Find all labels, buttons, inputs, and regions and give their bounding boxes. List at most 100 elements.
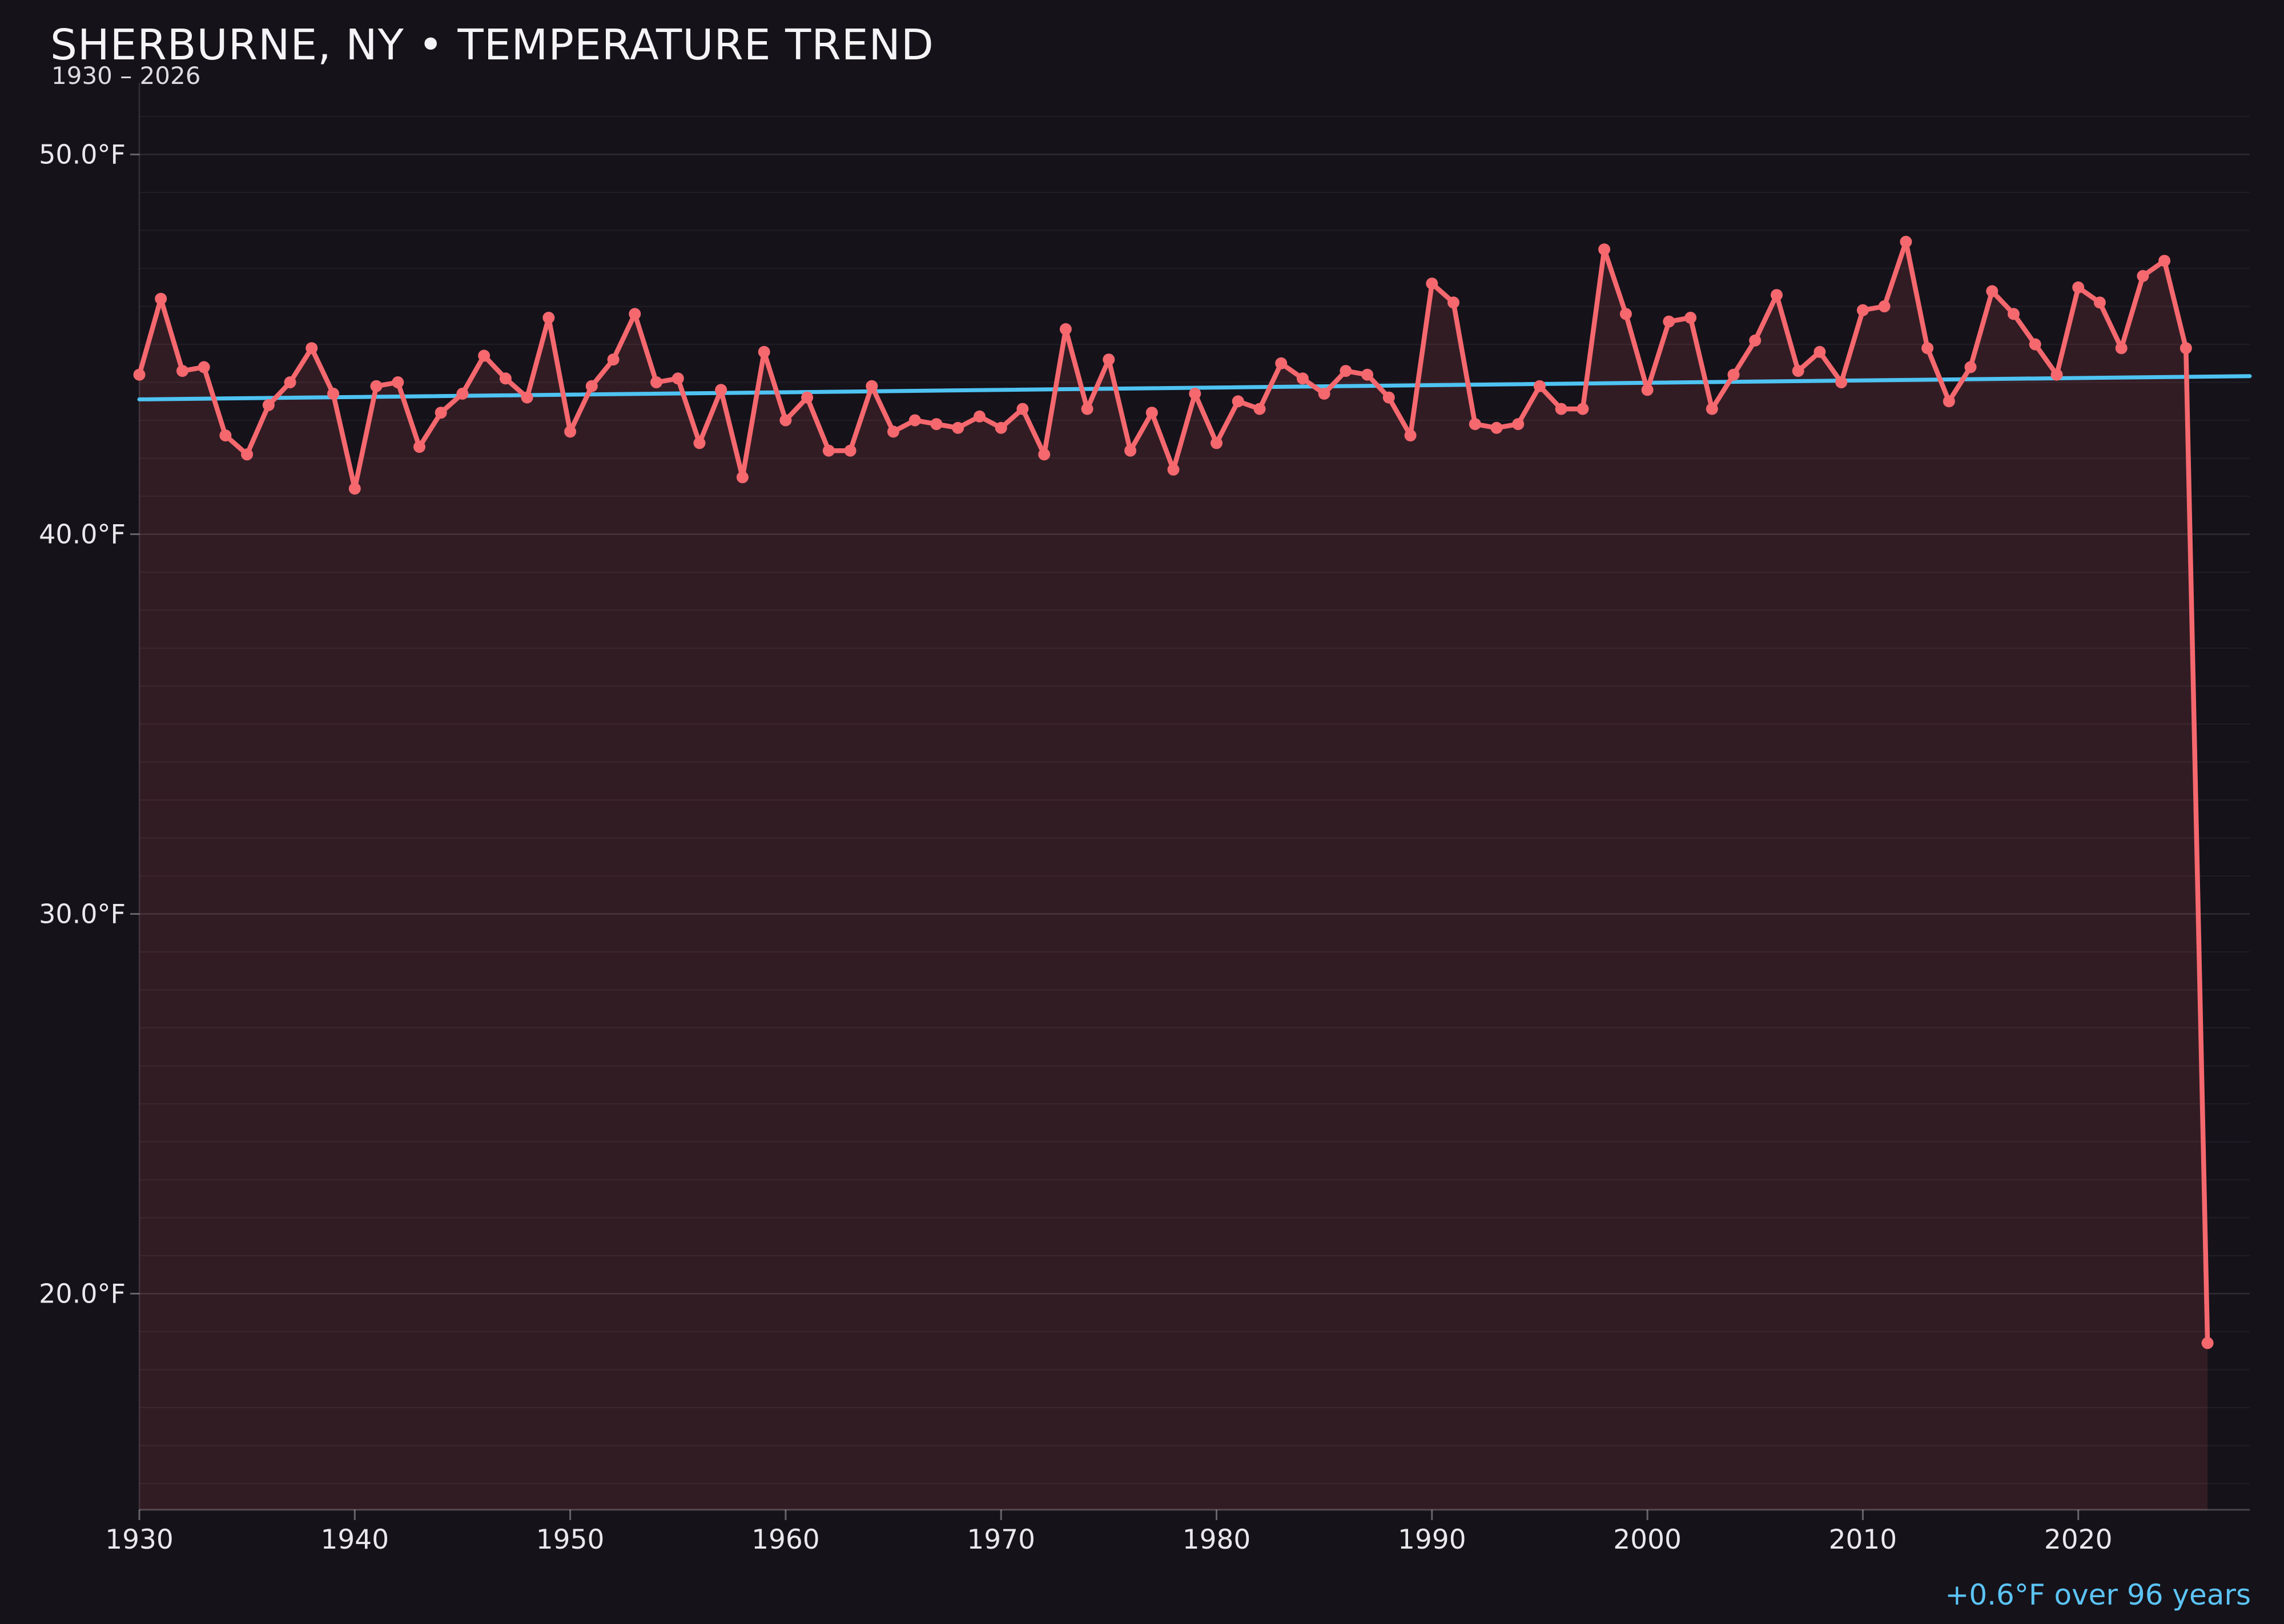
data-point	[629, 308, 641, 320]
data-point	[1167, 463, 1180, 476]
data-point	[1835, 376, 1848, 388]
data-point	[1619, 308, 1632, 320]
data-point	[2072, 281, 2085, 294]
data-point	[952, 421, 964, 434]
trend-annotation: +0.6°F over 96 years	[1945, 1578, 2251, 1611]
data-point	[456, 387, 469, 400]
data-point	[1555, 403, 1567, 415]
x-tick-label: 1990	[1398, 1524, 1466, 1555]
data-point	[262, 399, 275, 411]
data-point	[908, 414, 921, 427]
data-point	[499, 372, 512, 385]
data-point	[1447, 296, 1459, 309]
data-point	[1641, 384, 1654, 396]
data-point	[1318, 387, 1330, 400]
data-point	[2180, 342, 2192, 355]
data-point	[671, 372, 684, 385]
data-point	[1296, 372, 1309, 385]
y-tick-label: 50.0°F	[39, 139, 126, 170]
data-point	[715, 384, 727, 396]
data-point	[801, 391, 814, 404]
data-point	[650, 376, 662, 388]
data-point	[1059, 323, 1072, 335]
data-point	[348, 483, 361, 495]
x-tick-label: 1930	[105, 1524, 174, 1555]
data-point	[974, 410, 986, 423]
x-tick-label: 1970	[967, 1524, 1035, 1555]
data-point	[1426, 278, 1438, 290]
data-point	[1964, 361, 1977, 373]
data-point	[1706, 403, 1718, 415]
data-point	[1253, 403, 1266, 415]
data-point	[2050, 368, 2063, 381]
data-point	[2158, 255, 2171, 267]
data-point	[241, 448, 254, 461]
data-point	[1727, 368, 1740, 381]
data-point	[521, 391, 533, 404]
data-point	[822, 444, 835, 457]
data-point	[198, 361, 210, 373]
y-tick-label: 40.0°F	[39, 519, 126, 550]
data-point	[693, 437, 706, 449]
chart-title: SHERBURNE, NY • TEMPERATURE TREND	[50, 21, 934, 70]
chart-subtitle: 1930 – 2026	[51, 62, 201, 90]
x-tick-label: 1950	[536, 1524, 605, 1555]
data-point	[1382, 391, 1395, 404]
data-point	[2137, 270, 2149, 282]
data-point	[564, 425, 577, 438]
data-point	[1404, 429, 1417, 442]
data-point	[1490, 421, 1503, 434]
data-point	[1598, 243, 1611, 256]
data-point	[2008, 308, 2020, 320]
data-point	[435, 407, 447, 419]
data-point	[133, 368, 146, 381]
x-tick-label: 1980	[1183, 1524, 1251, 1555]
x-tick-label: 2010	[1829, 1524, 1897, 1555]
data-point	[1275, 357, 1288, 369]
x-tick-label: 1940	[320, 1524, 389, 1555]
data-point	[305, 342, 318, 355]
data-point	[413, 441, 425, 453]
data-point	[176, 365, 188, 377]
data-point	[155, 292, 167, 305]
data-point	[1577, 403, 1589, 415]
data-point	[1813, 345, 1826, 358]
data-point	[1211, 437, 1223, 449]
x-tick-label: 1960	[751, 1524, 820, 1555]
data-point	[2201, 1337, 2214, 1349]
data-point	[1038, 448, 1051, 461]
data-point	[1684, 311, 1697, 324]
data-point	[1986, 285, 1998, 298]
data-point	[995, 421, 1007, 434]
data-point	[542, 311, 555, 324]
data-point	[1878, 300, 1891, 312]
data-point	[1189, 387, 1201, 400]
data-point	[2029, 338, 2041, 351]
data-point	[1533, 380, 1546, 392]
data-point	[1124, 444, 1137, 457]
data-point	[930, 418, 943, 431]
data-point	[392, 376, 404, 388]
data-point	[1016, 403, 1029, 415]
data-point	[1081, 403, 1093, 415]
data-point	[779, 414, 792, 427]
data-point	[478, 349, 490, 362]
data-point	[1921, 342, 1934, 355]
x-tick-label: 2020	[2044, 1524, 2113, 1555]
data-point	[1663, 315, 1675, 328]
data-point	[1512, 418, 1525, 431]
data-point	[1792, 365, 1804, 377]
data-point	[1145, 407, 1158, 419]
y-tick-label: 30.0°F	[39, 899, 126, 930]
data-point	[1232, 395, 1244, 408]
data-point	[887, 425, 899, 438]
data-point	[585, 380, 598, 392]
data-point	[2093, 296, 2106, 309]
data-point	[1340, 365, 1352, 377]
data-point	[327, 387, 340, 400]
data-point	[1771, 289, 1783, 302]
data-point	[1361, 368, 1374, 381]
